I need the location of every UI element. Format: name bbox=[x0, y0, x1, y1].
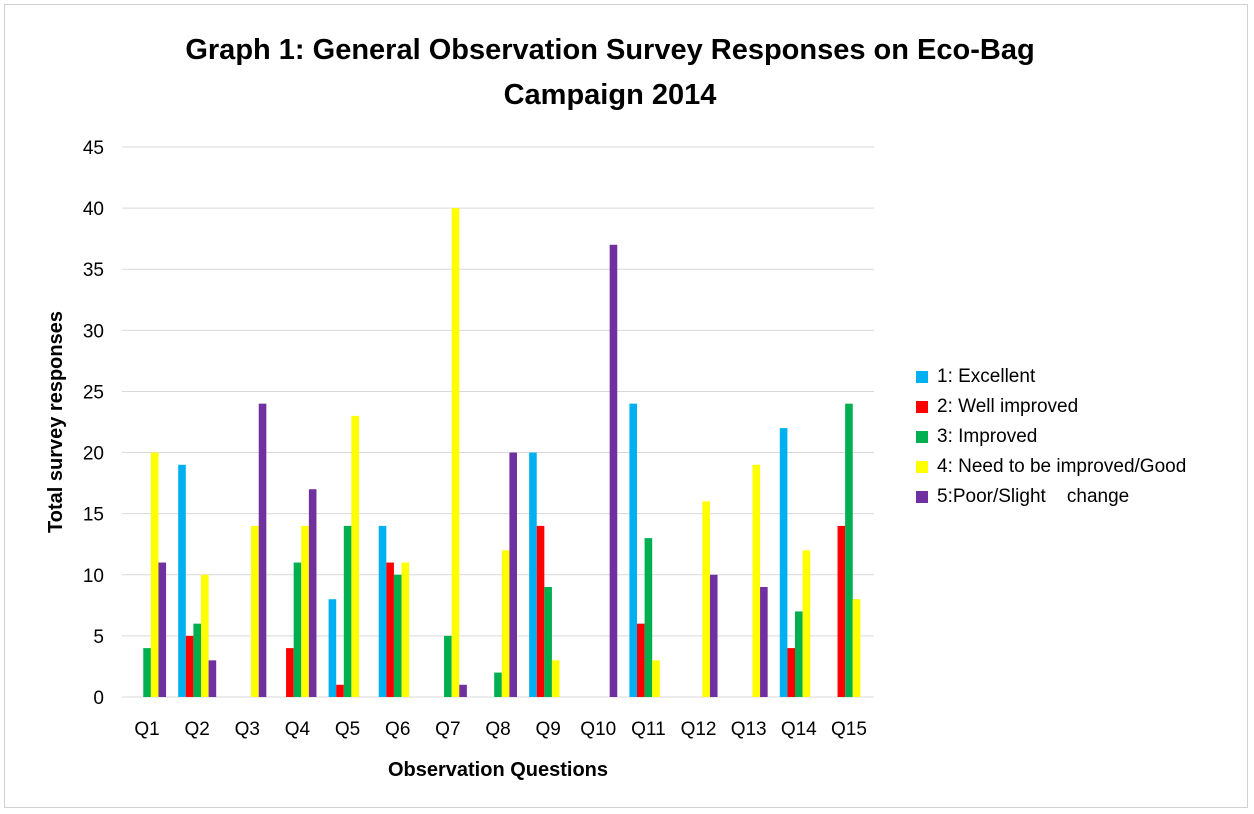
y-axis-title: Total survey responses bbox=[45, 311, 67, 533]
bar bbox=[451, 208, 460, 697]
bar bbox=[150, 452, 159, 697]
chart-title-line1: Graph 1: General Observation Survey Resp… bbox=[185, 34, 1035, 66]
legend-label: 2: Well improved bbox=[937, 396, 1079, 417]
bar bbox=[378, 525, 387, 697]
x-tick-label: Q6 bbox=[385, 719, 410, 740]
x-tick-label: Q11 bbox=[631, 719, 666, 740]
y-tick-label: 20 bbox=[83, 444, 104, 465]
x-tick-label: Q5 bbox=[335, 719, 360, 740]
bar bbox=[343, 525, 352, 697]
bar bbox=[609, 244, 618, 697]
bar bbox=[336, 684, 344, 697]
bar bbox=[752, 464, 761, 697]
bar bbox=[702, 501, 710, 697]
legend-label: 4: Need to be improved/Good bbox=[937, 456, 1187, 477]
bar bbox=[536, 525, 545, 697]
legend-swatch bbox=[916, 431, 928, 443]
legend-swatch bbox=[916, 461, 928, 473]
legend-item: 5:Poor/Slight change bbox=[916, 482, 1186, 512]
y-tick-label: 35 bbox=[83, 260, 104, 281]
legend-item: 1: Excellent bbox=[916, 362, 1186, 392]
x-tick-label: Q15 bbox=[831, 719, 867, 740]
bar bbox=[779, 428, 788, 697]
bar bbox=[193, 623, 201, 697]
bar bbox=[328, 599, 337, 697]
bar bbox=[301, 525, 309, 697]
legend-item: 2: Well improved bbox=[916, 392, 1186, 422]
x-tick-label: Q9 bbox=[535, 719, 560, 740]
x-tick-label: Q3 bbox=[235, 719, 260, 740]
bar bbox=[787, 648, 795, 697]
x-tick-label: Q8 bbox=[485, 719, 510, 740]
y-tick-label: 10 bbox=[83, 566, 104, 587]
legend-label: 5:Poor/Slight change bbox=[937, 486, 1130, 507]
bar bbox=[494, 672, 502, 697]
bar bbox=[386, 562, 394, 697]
bar bbox=[802, 550, 811, 697]
bar bbox=[652, 660, 660, 697]
bar bbox=[837, 525, 846, 697]
x-axis-title: Observation Questions bbox=[388, 759, 608, 781]
chart-title: Graph 1: General Observation Survey Resp… bbox=[90, 28, 1130, 118]
bar bbox=[760, 587, 768, 697]
y-tick-label: 25 bbox=[83, 382, 104, 403]
bar bbox=[143, 648, 151, 697]
bar bbox=[709, 574, 718, 697]
bar bbox=[258, 403, 267, 697]
y-tick-label: 40 bbox=[83, 199, 104, 220]
legend-item: 4: Need to be improved/Good bbox=[916, 452, 1186, 482]
bar bbox=[509, 452, 517, 697]
bar bbox=[644, 538, 653, 697]
bar bbox=[308, 489, 317, 697]
bar bbox=[393, 574, 402, 697]
legend-swatch bbox=[916, 491, 928, 503]
legend-swatch bbox=[916, 371, 928, 383]
bar bbox=[201, 574, 209, 697]
bar bbox=[795, 611, 803, 697]
x-tick-label: Q1 bbox=[134, 719, 159, 740]
x-tick-label: Q7 bbox=[435, 719, 460, 740]
bar bbox=[444, 635, 452, 697]
y-tick-label: 15 bbox=[83, 505, 104, 526]
bar bbox=[401, 562, 410, 697]
bar bbox=[637, 623, 645, 697]
legend-label: 1: Excellent bbox=[937, 366, 1036, 387]
chart-legend: 1: Excellent 2: Well improved 3: Improved 4… bbox=[916, 362, 1186, 512]
bar bbox=[551, 660, 560, 697]
x-tick-label: Q10 bbox=[580, 719, 616, 740]
bar bbox=[629, 403, 637, 697]
legend-swatch bbox=[916, 401, 928, 413]
bar bbox=[544, 587, 552, 697]
bar bbox=[286, 648, 294, 697]
bar bbox=[529, 452, 537, 697]
legend-item: 3: Improved bbox=[916, 422, 1186, 452]
bar bbox=[501, 550, 510, 697]
x-tick-label: Q14 bbox=[781, 719, 817, 740]
bar bbox=[852, 599, 861, 697]
legend-label: 3: Improved bbox=[937, 426, 1038, 447]
bar bbox=[185, 635, 194, 697]
bar bbox=[158, 562, 167, 697]
y-tick-label: 30 bbox=[83, 321, 104, 342]
y-tick-label: 45 bbox=[83, 138, 104, 159]
bar bbox=[251, 525, 259, 697]
x-tick-label: Q4 bbox=[285, 719, 311, 740]
y-tick-label: 5 bbox=[93, 627, 104, 648]
bar bbox=[178, 464, 186, 697]
y-tick-label: 0 bbox=[93, 688, 104, 709]
bar bbox=[351, 415, 359, 697]
x-tick-label: Q13 bbox=[731, 719, 767, 740]
bar bbox=[845, 403, 853, 697]
bar bbox=[208, 660, 217, 697]
chart-title-line2: Campaign 2014 bbox=[503, 79, 717, 111]
x-tick-label: Q12 bbox=[681, 719, 717, 740]
x-tick-label: Q2 bbox=[185, 719, 210, 740]
bar bbox=[459, 684, 467, 697]
bar bbox=[293, 562, 302, 697]
